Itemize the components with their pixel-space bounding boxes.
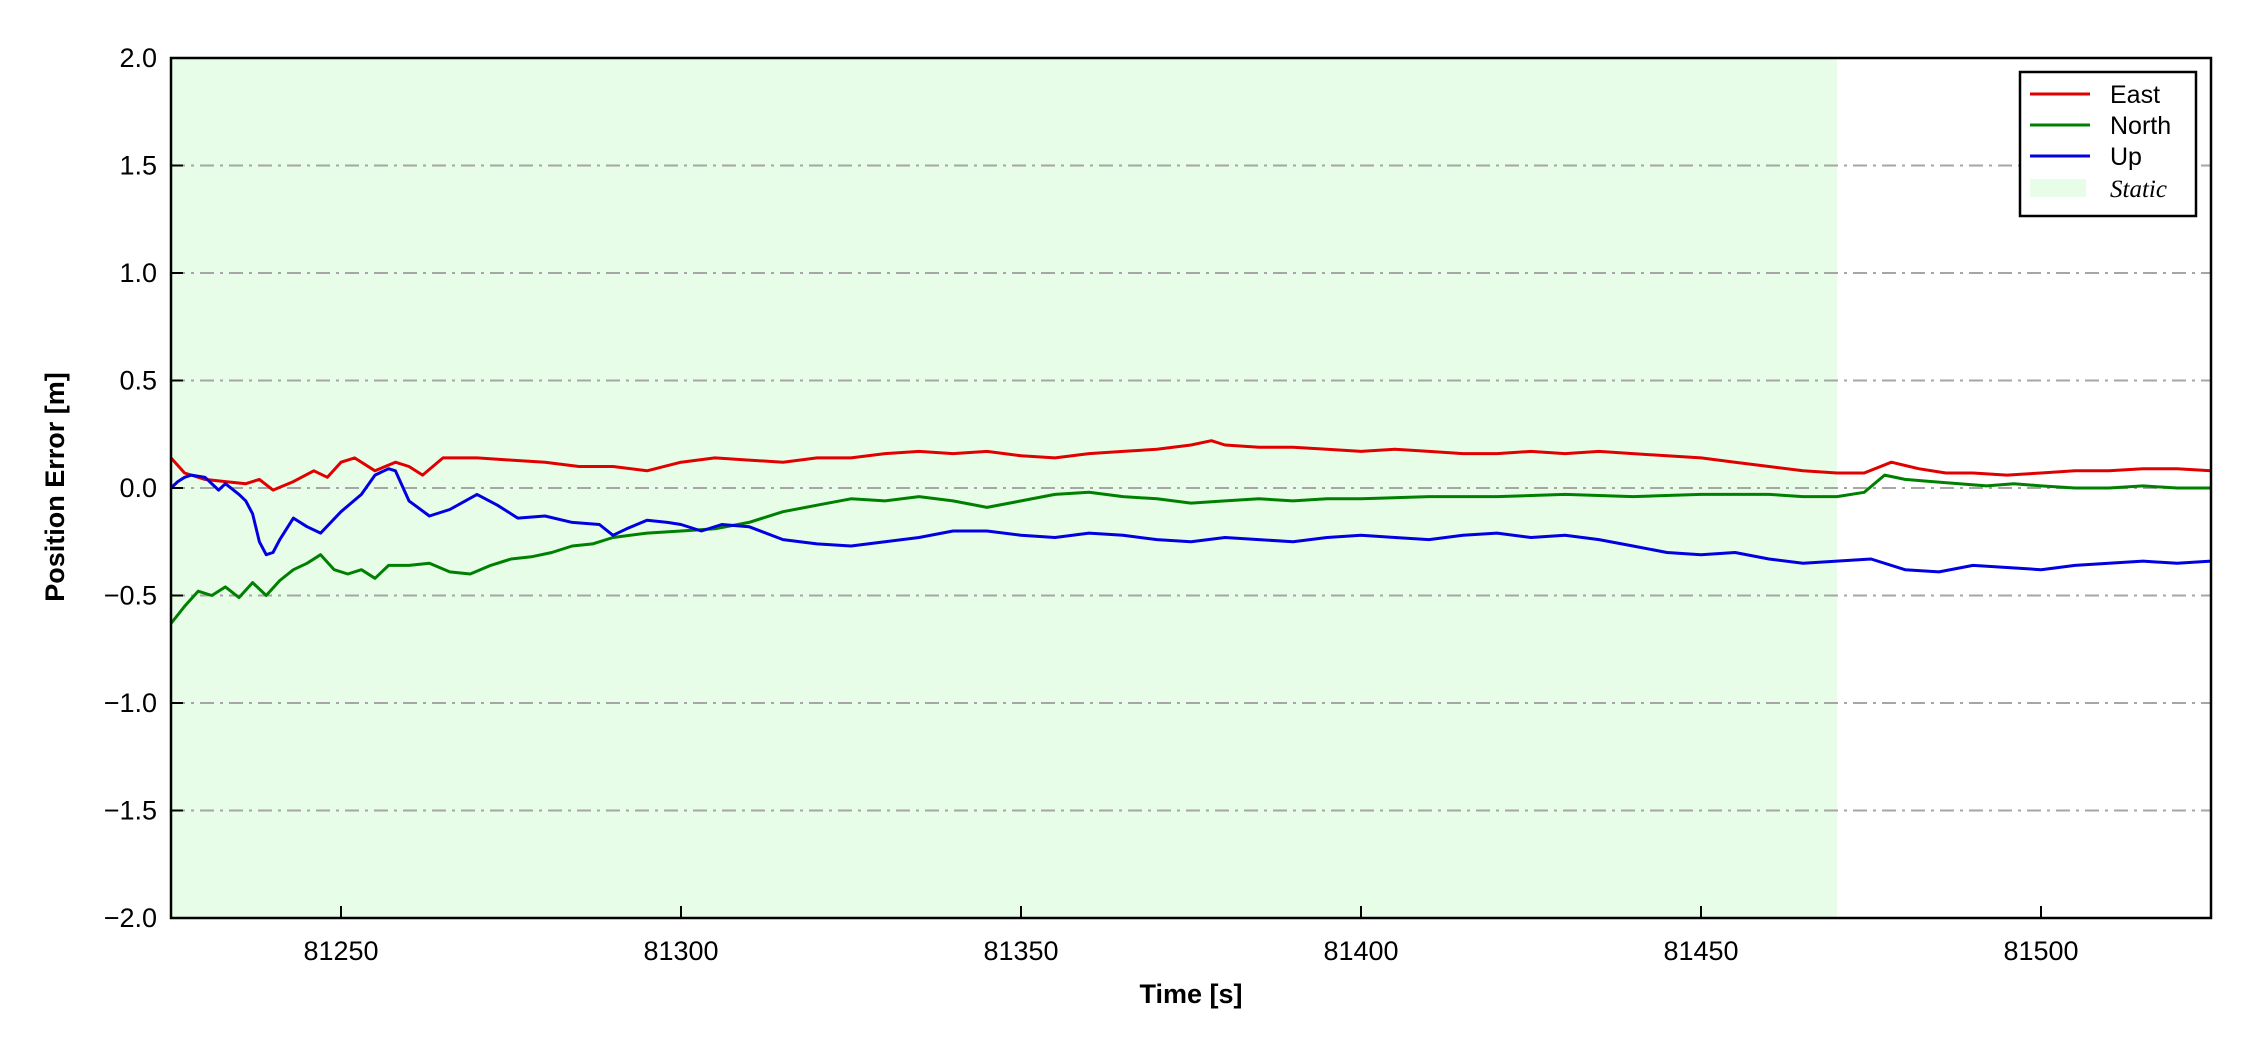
legend-north-label: North bbox=[2110, 112, 2171, 140]
series-lines bbox=[169, 439, 2212, 625]
x-tick-label: 81500 bbox=[2003, 936, 2078, 966]
y-tick-label: 1.0 bbox=[119, 258, 157, 288]
legend: East North Up Static bbox=[2018, 70, 2198, 218]
y-tick-label: −0.5 bbox=[104, 581, 157, 611]
series-line-up bbox=[169, 467, 2212, 574]
y-axis-title: Position Error [m] bbox=[40, 372, 70, 602]
y-tick-label: −1.0 bbox=[104, 688, 157, 718]
y-tick-label: 1.5 bbox=[119, 151, 157, 181]
x-tick-label: 81450 bbox=[1663, 936, 1738, 966]
y-tick-label: 0.0 bbox=[119, 473, 157, 503]
legend-up-label: Up bbox=[2110, 143, 2142, 171]
series-line-north bbox=[169, 473, 2211, 625]
x-tick-label: 81400 bbox=[1323, 936, 1398, 966]
x-tick-label: 81300 bbox=[643, 936, 718, 966]
y-tick-label: −1.5 bbox=[104, 796, 157, 826]
legend-east-label: East bbox=[2110, 81, 2160, 109]
x-axis: 81250 81300 81350 81400 81450 81500 bbox=[303, 906, 2079, 966]
series-line-east bbox=[169, 439, 2212, 492]
x-axis-title: Time [s] bbox=[1139, 979, 1242, 1009]
x-tick-label: 81250 bbox=[303, 936, 378, 966]
legend-static-label: Static bbox=[2110, 176, 2167, 203]
grid-lines bbox=[171, 164, 2211, 812]
legend-static-swatch bbox=[2030, 179, 2086, 197]
y-tick-label: −2.0 bbox=[104, 903, 157, 933]
y-axis: 2.0 1.5 1.0 0.5 0.0 −0.5 −1.0 −1.5 −2.0 bbox=[104, 43, 183, 933]
y-tick-label: 0.5 bbox=[119, 366, 157, 396]
x-tick-label: 81350 bbox=[983, 936, 1058, 966]
y-tick-label: 2.0 bbox=[119, 43, 157, 73]
